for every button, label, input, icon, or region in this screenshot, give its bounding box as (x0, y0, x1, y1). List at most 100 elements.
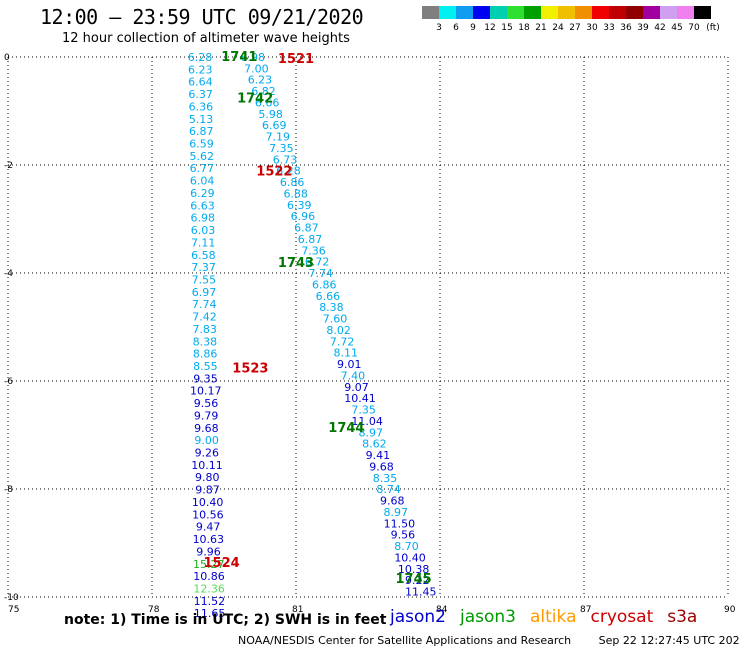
pass-time-labels: 1741 1521 1742 1522 1743 1523 1744 1524 1745 (204, 50, 432, 587)
wave-height-label: 9.80 (195, 471, 220, 484)
wave-height-label: 7.42 (192, 311, 217, 324)
page-title: 12:00 — 23:59 UTC 09/21/2020 (40, 5, 364, 29)
lon-tick-label: 78 (148, 605, 160, 615)
wave-height-label: 9.01 (337, 358, 362, 371)
wave-height-points: 6.286.236.646.376.365.136.876.595.626.77… (188, 51, 437, 620)
wave-height-label: 10.17 (190, 385, 222, 398)
pass-time-label: 1744 (328, 421, 364, 436)
generated-timestamp: Sep 22 12:27:45 UTC 2020 (598, 634, 740, 647)
wave-height-label: 6.28 (188, 51, 213, 64)
wave-height-label: 6.86 (280, 176, 305, 189)
legend-swatch (541, 6, 558, 19)
wave-height-label: 7.72 (330, 335, 355, 348)
lat-tick-label: -4 (4, 269, 13, 279)
legend-label: 36 (620, 23, 632, 33)
wave-height-label: 8.70 (394, 540, 419, 553)
lon-tick-label: 84 (436, 605, 448, 615)
legend-label: 45 (671, 23, 683, 33)
wave-height-label: 8.97 (359, 426, 384, 439)
satellite-legend-altika: altika (530, 607, 577, 627)
wave-height-label: 7.36 (301, 244, 326, 257)
map-grid (7, 56, 729, 598)
wave-height-label: 6.28 (276, 165, 301, 178)
legend-label: 6 (453, 23, 459, 33)
wave-height-label: 6.77 (190, 162, 215, 175)
legend-swatch (422, 6, 439, 19)
wave-height-label: 8.55 (193, 360, 218, 373)
pass-time-label: 1522 (256, 164, 292, 179)
wave-height-label: 6.37 (188, 88, 213, 101)
legend-swatch (694, 6, 711, 19)
legend-label: 30 (586, 23, 598, 33)
wave-height-label: 7.11 (191, 236, 216, 249)
legend-label: 15 (501, 23, 513, 33)
legend-swatch (524, 6, 541, 19)
legend-swatch (439, 6, 456, 19)
legend-label: 42 (654, 23, 666, 33)
wave-height-label: 9.47 (196, 521, 221, 534)
wave-height-label: 8.62 (362, 438, 387, 451)
legend-swatch (609, 6, 626, 19)
wave-height-label: 6.04 (190, 175, 215, 188)
lon-tick-label: 90 (724, 605, 736, 615)
wave-height-label: 15.27 (193, 558, 225, 571)
legend-swatch (592, 6, 609, 19)
wave-height-label: 11.52 (194, 595, 226, 608)
wave-height-label: 7.83 (192, 323, 217, 336)
wave-height-label: 7.74 (192, 298, 217, 311)
wave-height-label: 6.66 (255, 96, 280, 109)
legend-label: 9 (470, 23, 476, 33)
wave-height-label: 7.60 (323, 313, 348, 326)
wave-height-label: 10.63 (193, 533, 225, 546)
wave-height-label: 8.38 (319, 301, 344, 314)
wave-height-label: 11.65 (194, 607, 226, 620)
wave-height-label: 6.97 (192, 286, 217, 299)
page-subtitle: 12 hour collection of altimeter wave hei… (62, 31, 350, 46)
legend-label: 3 (436, 23, 442, 33)
wave-height-label: 10.11 (191, 459, 223, 472)
legend-label: 21 (535, 23, 547, 33)
wave-height-label: 10.86 (193, 570, 225, 583)
legend-label: 33 (603, 23, 615, 33)
wave-height-label: 9.68 (380, 495, 405, 508)
satellite-legend: jason2 jason3 altika cryosat s3a (390, 607, 711, 627)
pass-time-label: 1742 (237, 92, 273, 107)
pass-time-label: 1741 (221, 50, 257, 65)
pass-time-label: 1743 (278, 256, 314, 271)
wave-height-label: 6.59 (189, 138, 214, 151)
wave-height-label: 9.35 (193, 372, 218, 385)
pass-time-label: 1745 (396, 572, 432, 587)
wave-height-label: 6.87 (189, 125, 214, 138)
pass-time-label: 1523 (232, 362, 268, 377)
wave-height-label: 9.56 (194, 397, 219, 410)
wave-height-label: 6.87 (294, 222, 319, 235)
legend-swatch (643, 6, 660, 19)
wave-height-label: 6.86 (312, 278, 337, 291)
wave-height-label: 6.23 (248, 74, 273, 87)
wave-height-label: 9.07 (344, 381, 369, 394)
wave-height-label: 7.74 (308, 267, 333, 280)
wave-height-label: 7.35 (269, 142, 294, 155)
legend-swatch (490, 6, 507, 19)
legend-label: 70 (688, 23, 700, 33)
satellite-legend-jason2: jason2 (390, 607, 446, 627)
legend-label: 39 (637, 23, 649, 33)
satellite-legend-s3a: s3a (667, 607, 698, 627)
wave-height-label: 7.00 (244, 62, 269, 75)
wave-height-label: 8.38 (193, 335, 218, 348)
wave-height-label: 6.72 (305, 256, 330, 269)
footer-credit: NOAA/NESDIS Center for Satellite Applica… (238, 634, 740, 647)
wave-height-label: 6.98 (241, 51, 266, 64)
wave-height-label: 6.39 (287, 199, 312, 212)
wave-height-label: 6.87 (298, 233, 323, 246)
wave-height-label: 9.22 (405, 574, 430, 587)
lat-tick-label: 0 (4, 53, 10, 63)
lat-tick-label: -10 (4, 593, 19, 603)
legend-label: (ft) (706, 23, 720, 33)
wave-height-label: 10.41 (344, 392, 376, 405)
wave-height-label: 6.96 (291, 210, 316, 223)
legend-label: 12 (484, 23, 496, 33)
legend-swatch (558, 6, 575, 19)
legend-swatch (626, 6, 643, 19)
wave-height-label: 6.98 (191, 212, 216, 225)
